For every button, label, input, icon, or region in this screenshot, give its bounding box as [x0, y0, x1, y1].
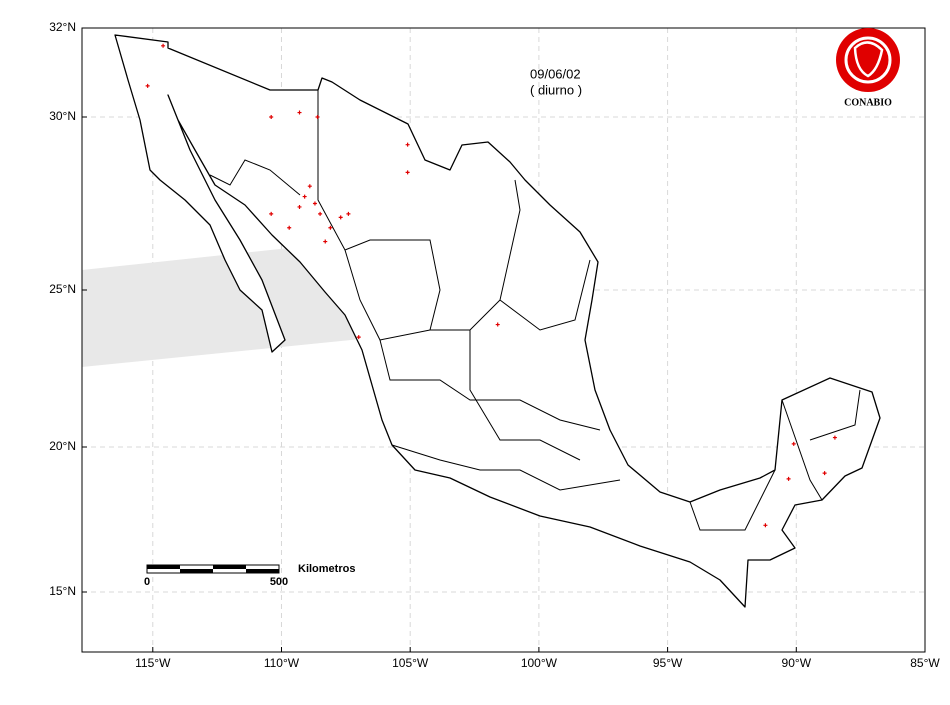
- scale-bar: 0 500 Kilometros: [144, 563, 356, 588]
- hotspot: [318, 211, 323, 216]
- x-tick-label: 95°W: [653, 656, 683, 670]
- state-border: [209, 159, 301, 196]
- hotspot: [328, 225, 333, 230]
- logo-figure: [853, 41, 884, 78]
- state-border: [689, 469, 776, 531]
- y-tick-label: 32°N: [49, 20, 76, 34]
- hotspot: [312, 201, 317, 206]
- scale-bar-segment: [147, 565, 180, 569]
- state-border: [317, 90, 521, 331]
- hotspot: [307, 184, 312, 189]
- x-tick-label: 115°W: [135, 656, 171, 670]
- x-tick-label: 100°W: [521, 656, 558, 670]
- scale-bar-segment: [213, 565, 246, 569]
- hotspot: [297, 204, 302, 209]
- x-tick-label: 90°W: [782, 656, 812, 670]
- scale-label: Kilometros: [298, 563, 355, 575]
- hotspot: [287, 225, 292, 230]
- hotspot: [356, 335, 361, 340]
- hotspot: [269, 115, 274, 119]
- hotspot: [161, 43, 166, 48]
- logo-text: CONABIO: [844, 97, 892, 108]
- hotspot: [338, 215, 343, 220]
- map-frame: [81, 27, 926, 653]
- scale-bar-segment: [246, 569, 279, 573]
- scale-end: 500: [270, 576, 288, 588]
- state-border: [379, 339, 601, 431]
- state-border: [344, 249, 431, 341]
- hotspot: [315, 115, 320, 119]
- subtitle: ( diurno ): [530, 82, 582, 97]
- scale-bar-segment: [180, 569, 213, 573]
- hotspot: [302, 194, 307, 199]
- scale-start: 0: [144, 576, 150, 588]
- x-tick-label: 105°W: [392, 656, 429, 670]
- logo: CONABIO: [836, 28, 900, 108]
- hotspot: [495, 322, 500, 327]
- hotspot: [405, 170, 410, 175]
- state-border: [781, 399, 823, 501]
- hotspot: [763, 523, 768, 528]
- hotspot: [832, 435, 837, 440]
- hotspot: [786, 476, 791, 481]
- x-tick-label: 110°W: [264, 656, 300, 670]
- hotspot: [405, 142, 410, 147]
- hotspot: [791, 441, 796, 446]
- hotspot: [269, 211, 274, 216]
- hotspot: [346, 211, 351, 216]
- y-tick-label: 20°N: [49, 439, 76, 453]
- hotspot: [297, 110, 302, 115]
- hotspots: [145, 43, 837, 528]
- y-tick-label: 25°N: [49, 282, 76, 296]
- y-tick-label: 30°N: [49, 109, 76, 123]
- y-tick-label: 15°N: [49, 584, 76, 598]
- state-borders: [209, 90, 861, 531]
- logo-ring: [844, 36, 892, 84]
- hotspot: [145, 83, 150, 88]
- mexico-outline: [114, 34, 881, 608]
- state-border: [499, 259, 591, 331]
- state-border: [469, 330, 581, 461]
- hotspot: [323, 239, 328, 244]
- state-border: [809, 389, 861, 441]
- hotspot: [822, 471, 827, 476]
- state-border: [391, 444, 621, 491]
- x-tick-label: 85°W: [910, 656, 940, 670]
- date: 09/06/02: [530, 66, 581, 81]
